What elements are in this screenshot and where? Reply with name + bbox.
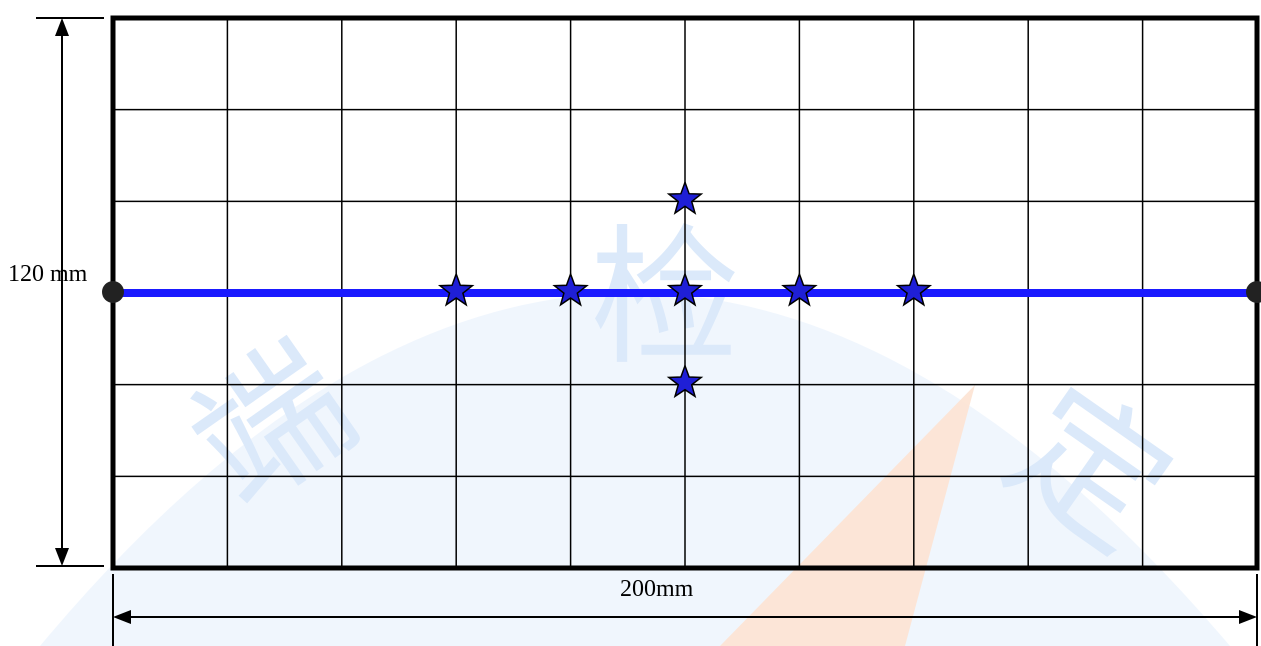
watermark-orange-wedge	[720, 385, 975, 646]
height-arrowhead-top	[55, 18, 69, 36]
height-dimension	[36, 17, 104, 567]
center-line-right-endpoint	[1246, 281, 1261, 303]
watermark-arc	[40, 293, 1230, 646]
measurement-stars	[437, 180, 933, 399]
star-marker	[895, 271, 933, 307]
width-dimension-label: 200mm	[620, 576, 694, 602]
background-watermark: 端 检 定	[40, 212, 1230, 646]
star-marker	[437, 271, 475, 307]
star-marker	[666, 363, 704, 399]
center-line-left-endpoint	[102, 281, 124, 303]
width-dimension	[112, 574, 1258, 646]
star-marker	[666, 180, 704, 215]
width-arrowhead-left	[113, 610, 131, 624]
star-marker	[781, 271, 818, 307]
watermark-char: 检	[590, 212, 740, 386]
star-marker	[666, 271, 704, 307]
height-dimension-label: 120 mm	[8, 261, 88, 287]
height-arrowhead-bottom	[55, 548, 69, 566]
star-marker	[552, 271, 589, 307]
width-arrowhead-right	[1239, 610, 1257, 624]
